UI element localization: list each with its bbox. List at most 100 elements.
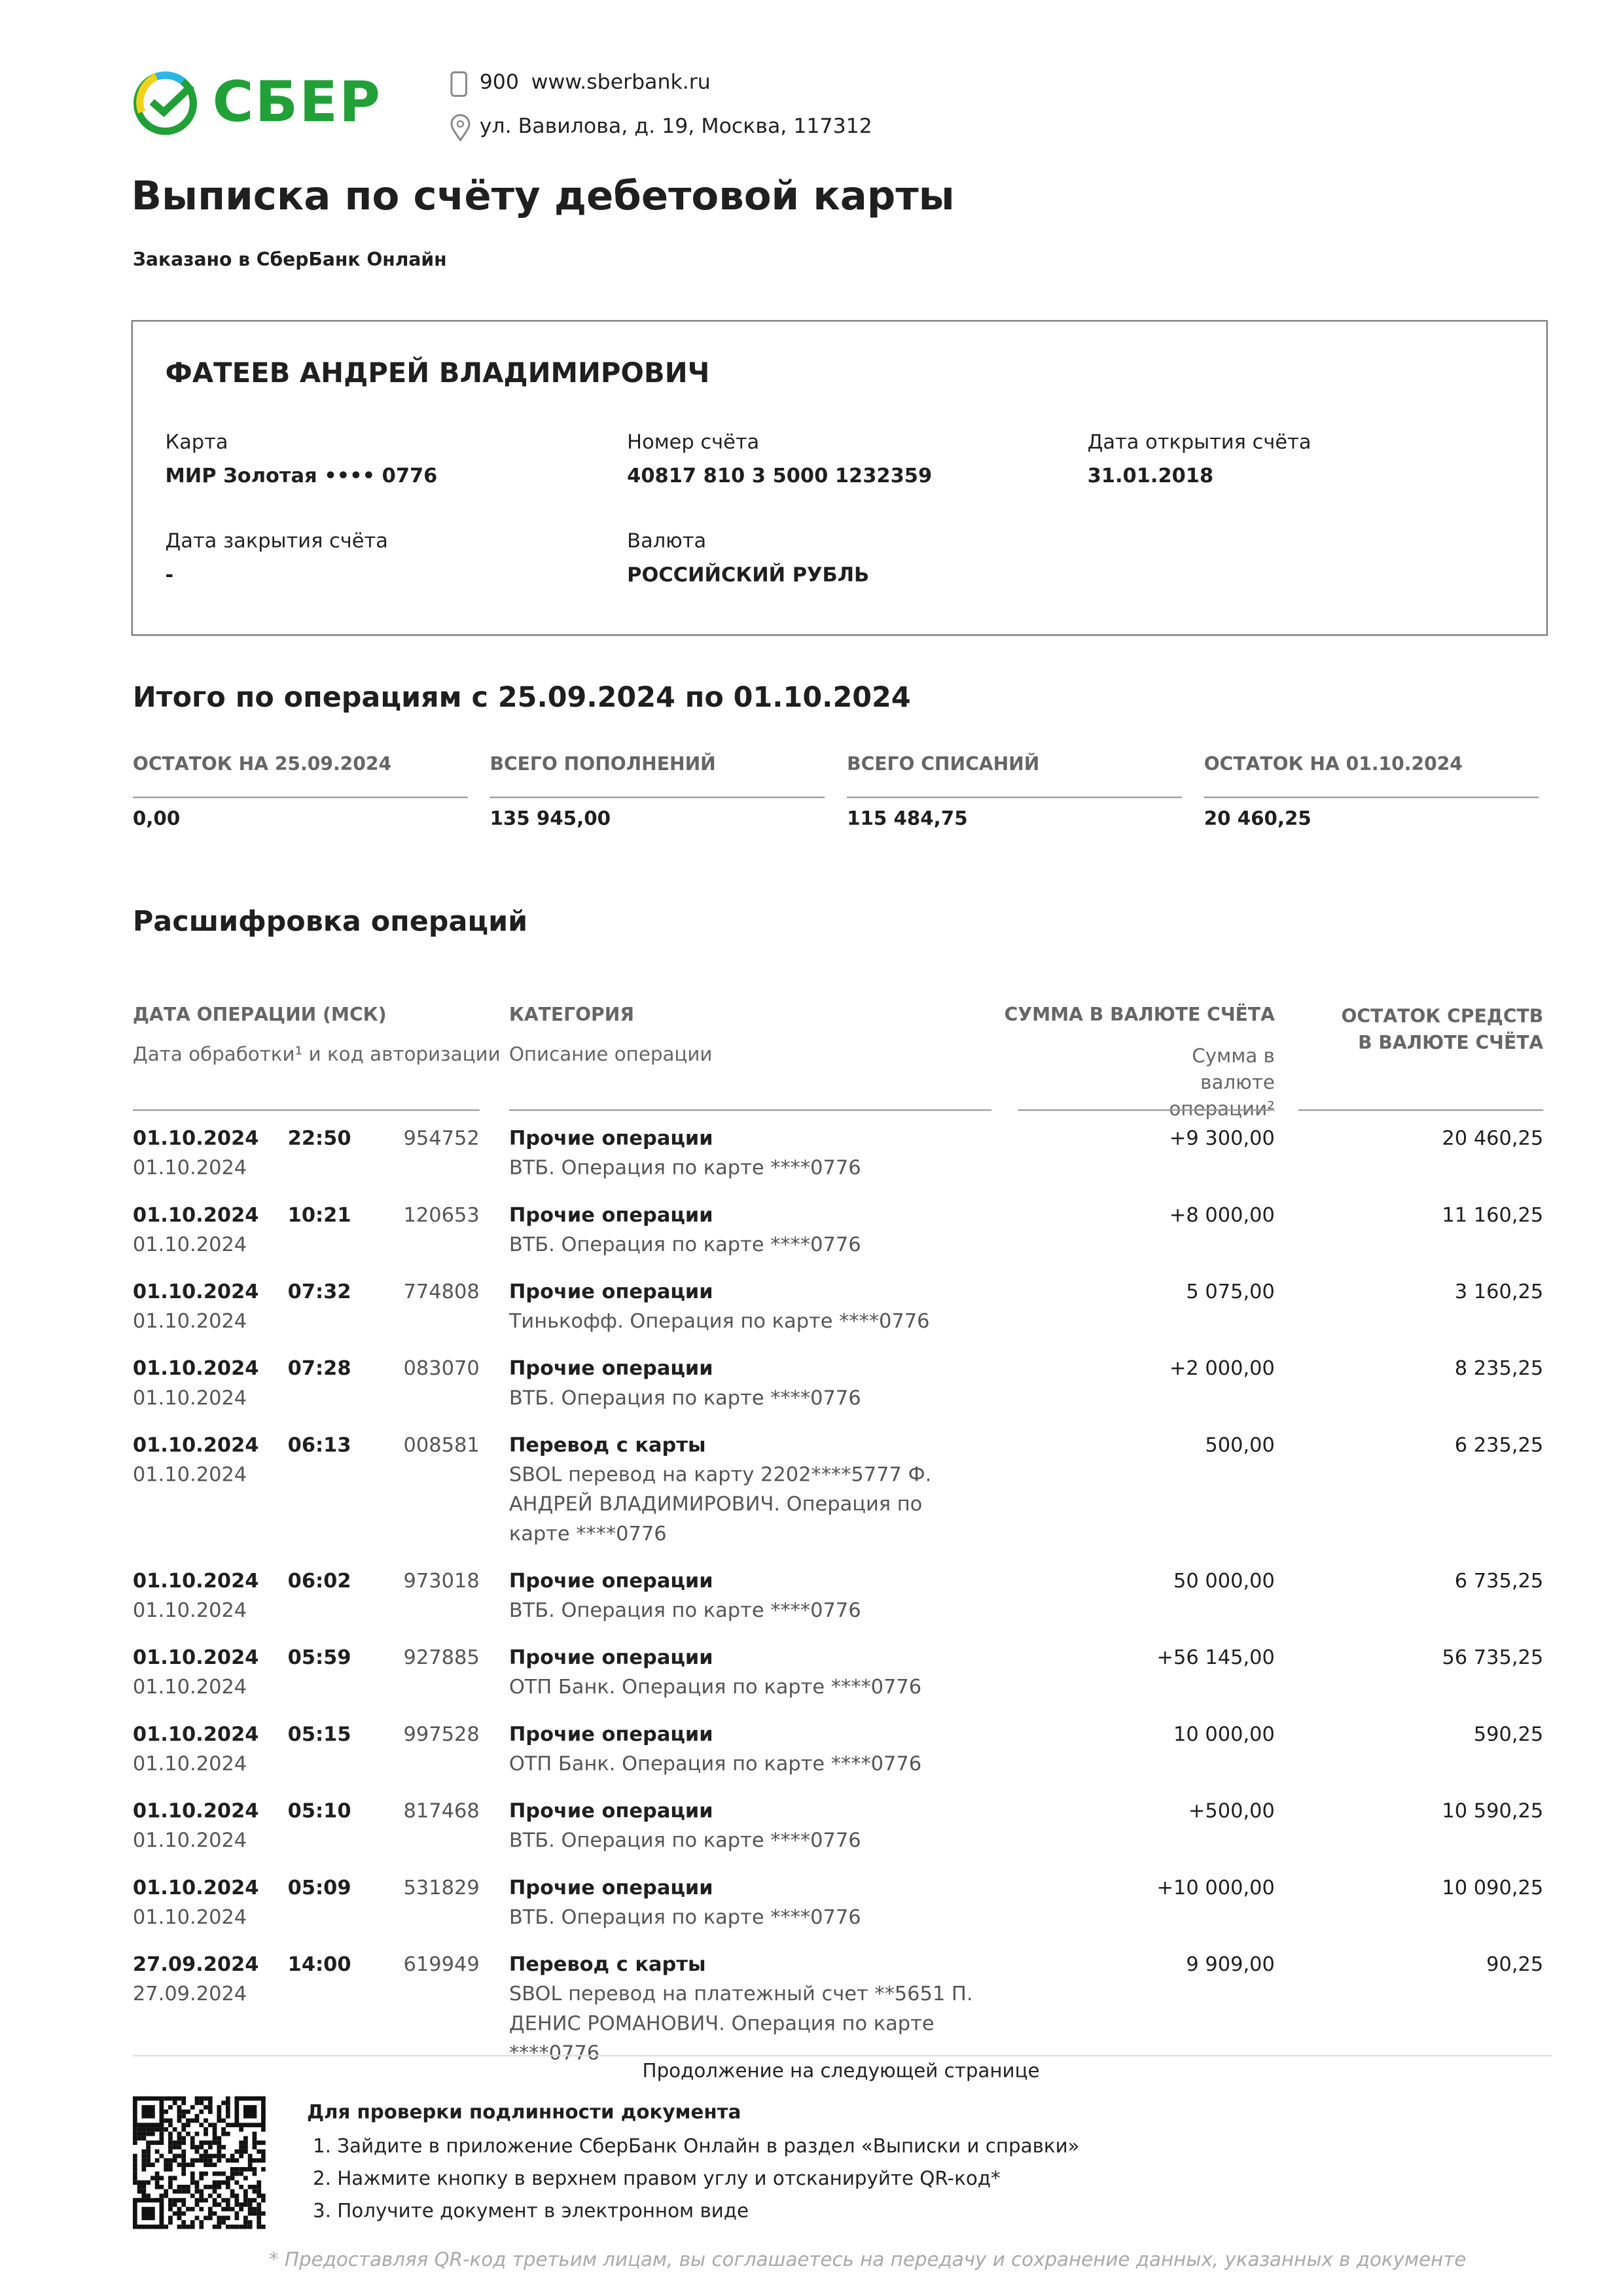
processed-date: 01.10.2024 bbox=[132, 1598, 247, 1623]
qr-module bbox=[186, 2163, 190, 2167]
processed-date: 27.09.2024 bbox=[132, 1983, 247, 2007]
qr-module bbox=[257, 2224, 262, 2229]
qr-module bbox=[168, 2166, 173, 2172]
qr-module bbox=[190, 2224, 195, 2229]
qr-module bbox=[146, 2149, 151, 2154]
qr-module bbox=[204, 2140, 208, 2146]
balance: 590,25 bbox=[1473, 1723, 1544, 1747]
time: 05:59 bbox=[287, 1646, 351, 1670]
qr-module bbox=[230, 2158, 235, 2163]
qr-module bbox=[243, 2224, 248, 2229]
date: 27.09.2024 bbox=[132, 1953, 259, 1977]
qr-module bbox=[186, 2206, 190, 2212]
qr-module bbox=[164, 2224, 169, 2229]
qr-module bbox=[225, 2110, 230, 2114]
time: 14:00 bbox=[287, 1953, 351, 1977]
qr-module bbox=[190, 2193, 195, 2199]
qr-module bbox=[168, 2149, 173, 2154]
spacer bbox=[480, 1873, 509, 1932]
qr-module bbox=[243, 2220, 248, 2225]
qr-module bbox=[159, 2127, 164, 2132]
category-cell: Перевод с карты SBOL перевод на платежный… bbox=[509, 1951, 991, 2068]
qr-module bbox=[177, 2131, 182, 2136]
qr-module bbox=[141, 2163, 147, 2167]
auth-code: 619949 bbox=[403, 1953, 480, 1977]
description: ВТБ. Операция по карте ****0776 bbox=[508, 1386, 861, 1411]
qr-module bbox=[168, 2123, 173, 2128]
summary-value: 135 945,00 bbox=[490, 808, 611, 831]
qr-module bbox=[168, 2096, 173, 2101]
qr-module bbox=[217, 2113, 222, 2119]
qr-module bbox=[194, 2100, 200, 2106]
qr-module bbox=[164, 2193, 169, 2199]
qr-module bbox=[190, 2136, 195, 2141]
description: ВТБ. Операция по карте ****0776 bbox=[508, 1598, 861, 1623]
qr-module bbox=[239, 2184, 244, 2189]
processed-date: 01.10.2024 bbox=[132, 1752, 247, 1776]
category-cell: Прочие операции ВТБ. Операция по карте **… bbox=[509, 1124, 991, 1183]
qr-module bbox=[168, 2105, 173, 2110]
qr-module bbox=[199, 2176, 204, 2181]
time: 06:13 bbox=[287, 1434, 351, 1458]
qr-module bbox=[194, 2184, 200, 2189]
qr-module bbox=[141, 2166, 147, 2172]
qr-module bbox=[186, 2224, 190, 2229]
qr-module bbox=[132, 2163, 137, 2167]
logo-icon bbox=[134, 71, 197, 135]
qr-module bbox=[181, 2224, 187, 2229]
qr-module bbox=[252, 2145, 257, 2149]
qr-module bbox=[190, 2206, 195, 2212]
date: 01.10.2024 bbox=[132, 1646, 259, 1670]
qr-module bbox=[247, 2211, 253, 2216]
qr-module bbox=[150, 2176, 155, 2181]
qr-module bbox=[172, 2096, 177, 2101]
qr-module bbox=[247, 2166, 253, 2172]
date: 01.10.2024 bbox=[132, 1723, 259, 1747]
qr-module bbox=[199, 2110, 204, 2114]
qr-module bbox=[207, 2216, 213, 2221]
qr-module bbox=[204, 2131, 208, 2136]
qr-module bbox=[239, 2153, 244, 2159]
qr-module bbox=[221, 2127, 226, 2132]
qr-module bbox=[181, 2189, 187, 2194]
operation-row: 01.10.2024 01.10.2024 05:09 531829 Прочие оп… bbox=[133, 1873, 1549, 1950]
qr-module bbox=[168, 2118, 173, 2123]
spacer bbox=[480, 1354, 509, 1413]
description: ОТП Банк. Операция по карте ****0776 bbox=[508, 1676, 922, 1700]
category-cell: Перевод с карты SBOL перевод на карту 220… bbox=[509, 1431, 991, 1549]
qr-module bbox=[225, 2105, 230, 2110]
qr-module bbox=[190, 2140, 195, 2146]
qr-module bbox=[159, 2193, 164, 2199]
qr-module bbox=[154, 2176, 160, 2181]
qr-module bbox=[186, 2118, 190, 2123]
qr-module bbox=[212, 2198, 217, 2203]
qr-module bbox=[257, 2206, 262, 2212]
qr-module bbox=[225, 2131, 230, 2136]
amount: 10 000,00 bbox=[1173, 1723, 1275, 1747]
qr-module bbox=[243, 2176, 248, 2181]
description: ВТБ. Операция по карте ****0776 bbox=[508, 1905, 861, 1930]
operation-row: 01.10.2024 01.10.2024 22:50 954752 Прочие оп… bbox=[133, 1124, 1549, 1201]
header-category-sub: Описание операции bbox=[508, 1044, 713, 1067]
balance: 56 735,25 bbox=[1442, 1646, 1544, 1670]
summary-value: 0,00 bbox=[132, 808, 181, 831]
qr-module bbox=[190, 2118, 195, 2123]
qr-module bbox=[141, 2180, 147, 2185]
qr-module bbox=[199, 2198, 204, 2203]
category-cell: Прочие операции ВТБ. Операция по карте **… bbox=[509, 1873, 991, 1932]
qr-module bbox=[212, 2171, 217, 2176]
qr-module bbox=[247, 2224, 253, 2229]
qr-module bbox=[172, 2145, 177, 2149]
qr-module bbox=[217, 2136, 222, 2141]
qr-module bbox=[177, 2113, 182, 2119]
qr-module bbox=[252, 2136, 257, 2141]
qr-module bbox=[177, 2163, 182, 2167]
date: 01.10.2024 bbox=[132, 1357, 259, 1381]
qr-module bbox=[137, 2131, 142, 2136]
qr-module bbox=[217, 2158, 222, 2163]
qr-module bbox=[146, 2163, 151, 2167]
date: 01.10.2024 bbox=[132, 1799, 259, 1824]
qr-module bbox=[181, 2136, 187, 2141]
